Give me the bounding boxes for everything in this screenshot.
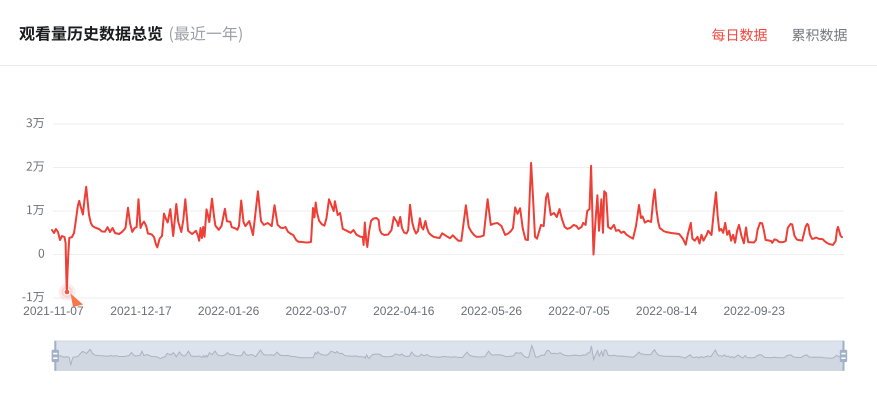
svg-text:2022-09-23: 2022-09-23 (724, 304, 786, 318)
svg-text:2022-05-26: 2022-05-26 (461, 304, 523, 318)
svg-text:2022-01-26: 2022-01-26 (198, 304, 260, 318)
svg-text:2022-08-14: 2022-08-14 (636, 304, 698, 318)
svg-text:2021-11-07: 2021-11-07 (23, 304, 84, 318)
svg-text:2021-12-17: 2021-12-17 (110, 304, 172, 318)
svg-text:2022-03-07: 2022-03-07 (286, 304, 348, 318)
svg-text:2022-04-16: 2022-04-16 (373, 304, 435, 318)
svg-text:2022-07-05: 2022-07-05 (548, 304, 610, 318)
